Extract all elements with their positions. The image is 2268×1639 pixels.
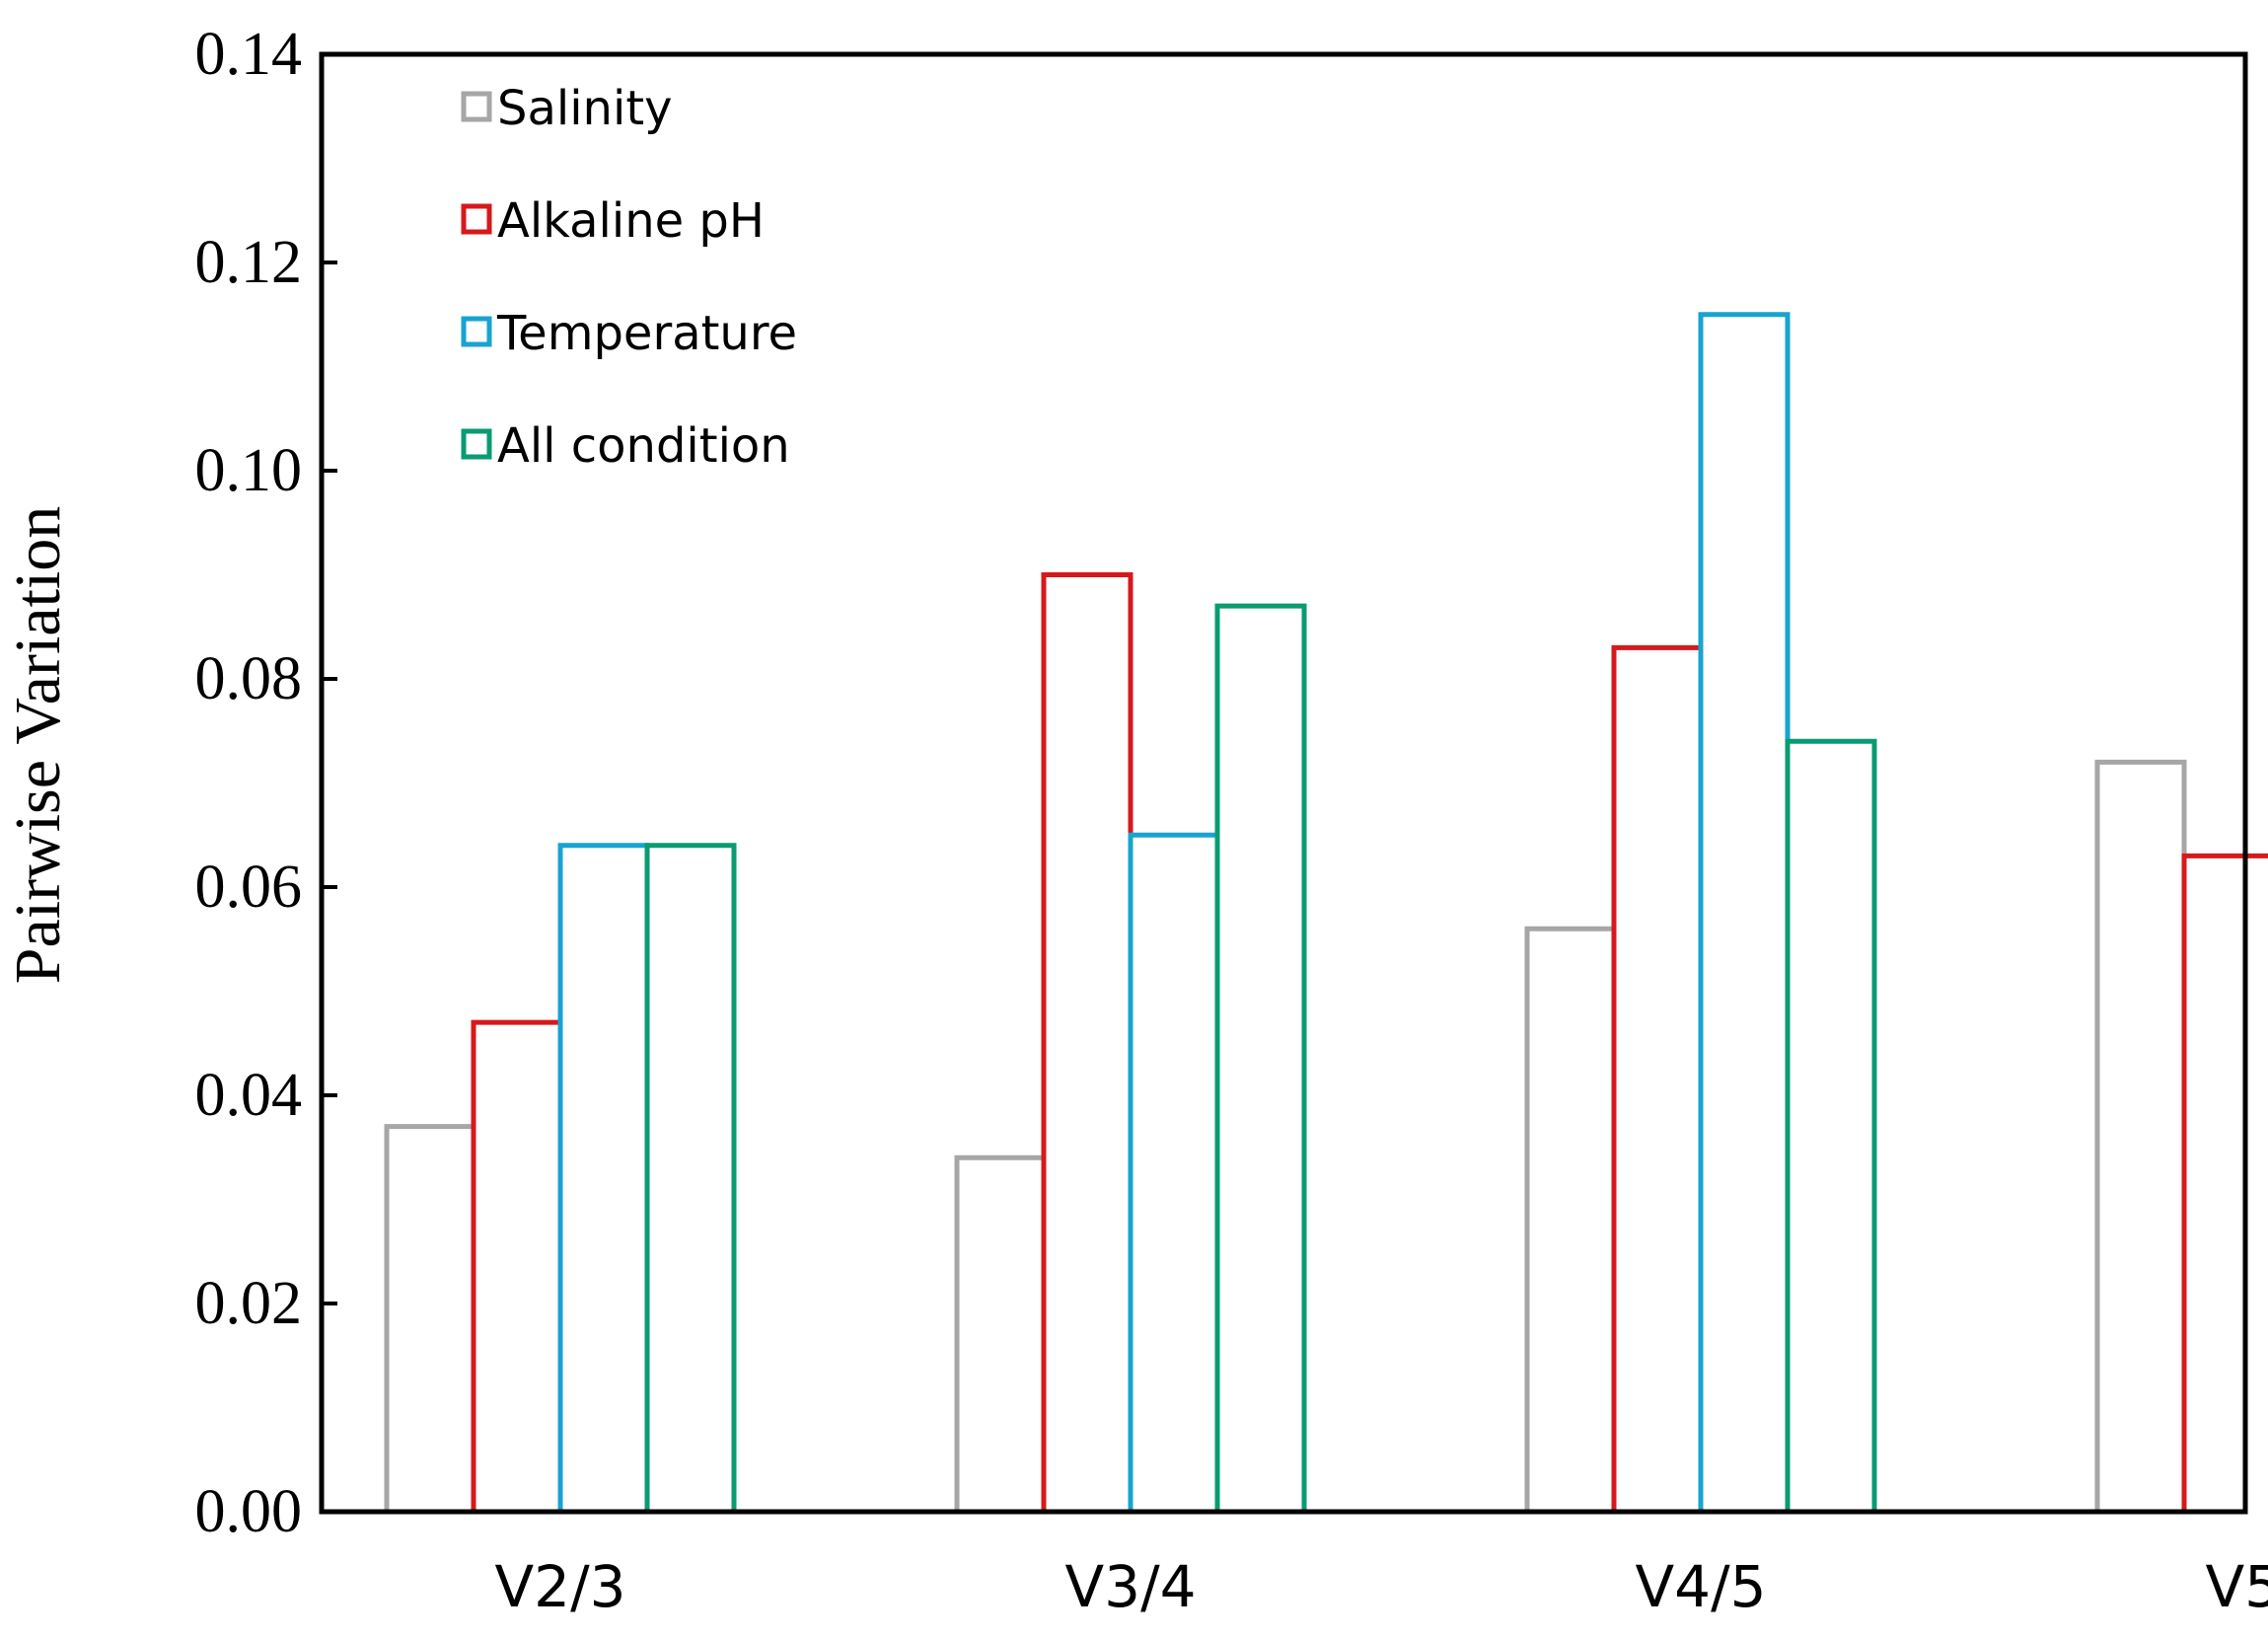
bar-temperature-v2-3 <box>557 843 650 1512</box>
bar-alkaline-ph-v4-5 <box>1611 644 1704 1512</box>
x-tick-label: V4/5 <box>1635 1553 1766 1620</box>
bar-salinity-v5-6 <box>2094 759 2187 1512</box>
legend-swatch-all-condition <box>461 428 492 460</box>
bar-salinity-v4-5 <box>1524 926 1617 1512</box>
bar-all-condition-v3-4 <box>1214 603 1307 1512</box>
bar-alkaline-ph-v5-6 <box>2181 853 2268 1512</box>
legend: Salinity Alkaline pH Temperature All condit… <box>461 81 797 474</box>
bar-all-condition-v4-5 <box>1785 738 1877 1512</box>
plot-frame <box>319 51 2248 1515</box>
x-tick-label: V5/6 <box>2205 1553 2268 1620</box>
bar-alkaline-ph-v3-4 <box>1041 572 1134 1512</box>
y-tick-label: 0.10 <box>195 437 303 504</box>
bar-alkaline-ph-v2-3 <box>471 1019 563 1512</box>
y-tick-label: 0.14 <box>195 21 303 88</box>
x-tick-label: V2/3 <box>494 1553 625 1620</box>
y-tick-label: 0.00 <box>195 1478 303 1545</box>
y-tick-label: 0.02 <box>195 1270 303 1337</box>
y-tick-label: 0.12 <box>195 229 303 296</box>
ticks-layer: 0.00 0.02 0.04 0.06 0.08 0.10 0.12 0.14 V2/3 V3/4… <box>195 21 2268 1620</box>
y-axis-label: Pairwise Variation <box>2 506 74 985</box>
legend-swatch-alkaline-ph <box>461 203 492 235</box>
bar-salinity-v3-4 <box>954 1155 1047 1512</box>
bar-salinity-v2-3 <box>384 1124 476 1512</box>
legend-label-alkaline-ph: Alkaline pH <box>497 193 765 249</box>
legend-swatch-salinity <box>461 91 492 122</box>
bar-all-condition-v2-3 <box>644 843 737 1512</box>
legend-swatch-temperature <box>461 316 492 347</box>
legend-label-temperature: Temperature <box>496 306 797 361</box>
bar-temperature-v3-4 <box>1128 832 1220 1512</box>
legend-label-salinity: Salinity <box>497 81 673 136</box>
bars-layer <box>384 312 2268 1512</box>
bar-temperature-v4-5 <box>1698 312 1791 1512</box>
legend-label-all-condition: All condition <box>497 418 790 474</box>
y-tick-label: 0.04 <box>195 1062 303 1129</box>
x-tick-label: V3/4 <box>1064 1553 1196 1620</box>
y-tick-label: 0.08 <box>195 645 303 712</box>
y-tick-label: 0.06 <box>195 854 303 921</box>
axes-layer <box>319 51 2248 1515</box>
